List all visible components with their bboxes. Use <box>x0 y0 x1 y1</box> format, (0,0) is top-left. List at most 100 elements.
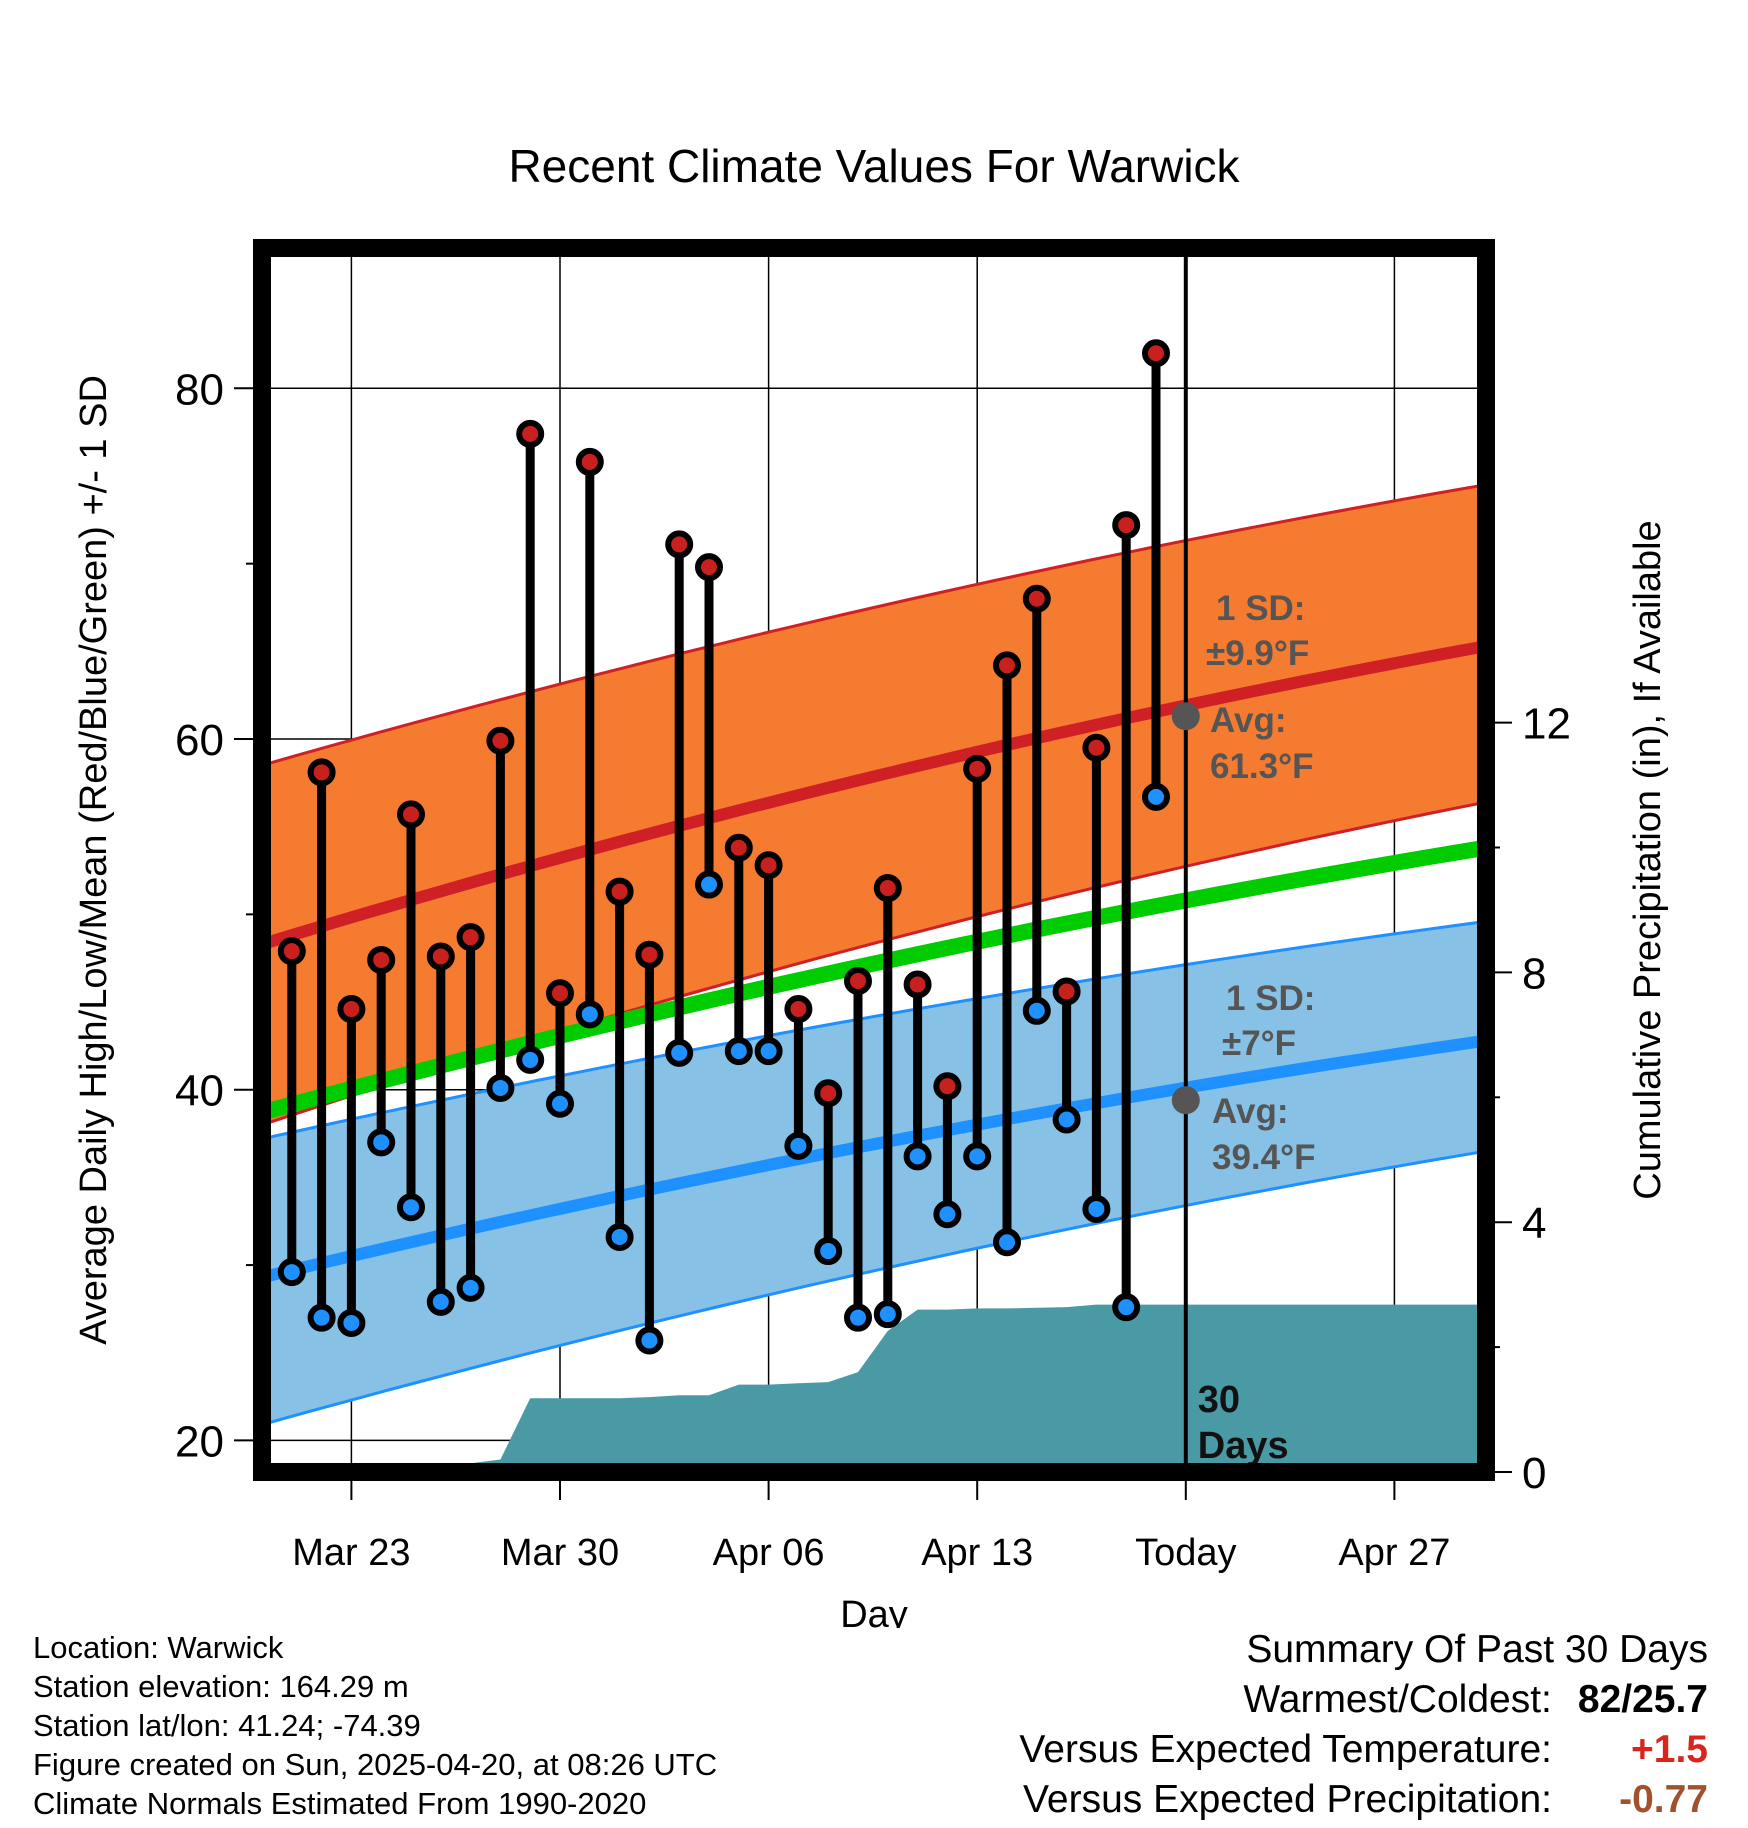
high-point-9 <box>516 419 545 448</box>
today-high-avg-marker <box>1171 702 1200 731</box>
high-point-11 <box>575 447 604 476</box>
high-point-24 <box>963 754 992 783</box>
low-point-7 <box>456 1273 485 1302</box>
high-point-17 <box>754 851 783 880</box>
chart-title: Recent Climate Values For Warwick <box>508 140 1240 192</box>
summary-temp-row: Versus Expected Temperature: +1.5 <box>808 1725 1708 1775</box>
low-point-2 <box>307 1303 336 1332</box>
high-point-19 <box>814 1079 843 1108</box>
normal-bands <box>259 483 1488 1427</box>
high-point-4 <box>367 945 396 974</box>
low-sd-value: ±7°F <box>1222 1024 1296 1063</box>
high-point-15 <box>695 553 723 582</box>
y-axis-label-left: Average Daily High/Low/Mean (Red/Blue/Gr… <box>73 375 115 1345</box>
low-point-23 <box>933 1200 962 1229</box>
low-point-4 <box>367 1128 396 1157</box>
y-right-tick-label-4: 4 <box>1522 1199 1546 1248</box>
high-normal-line <box>260 640 1488 950</box>
high-band-upper-edge <box>261 483 1487 767</box>
low-point-15 <box>695 870 723 899</box>
low-band-upper-edge <box>261 919 1487 1141</box>
low-avg-value: 39.4°F <box>1212 1138 1316 1177</box>
x-tick-label-1: Mar 30 <box>501 1532 619 1574</box>
precip-cumulative-area <box>232 1304 1487 1472</box>
low-point-21 <box>873 1300 902 1329</box>
low-point-13 <box>635 1326 664 1355</box>
low-point-27 <box>1052 1105 1081 1134</box>
normal-annotations: 1 SD: ±9.9°F Avg: 61.3°F 1 SD: ±7°F Avg: 39.4°F <box>1171 589 1316 1177</box>
low-point-5 <box>397 1193 425 1222</box>
low-point-25 <box>993 1228 1021 1257</box>
low-point-19 <box>814 1237 843 1266</box>
low-point-6 <box>426 1287 455 1316</box>
high-point-1 <box>277 937 306 966</box>
high-point-22 <box>903 970 932 999</box>
daily-stems <box>287 353 1161 1341</box>
info-created: Figure created on Sun, 2025-04-20, at 08… <box>33 1747 718 1782</box>
high-point-29 <box>1112 511 1141 540</box>
station-info: Location: Warwick Station elevation: 164… <box>33 1628 717 1823</box>
summary-warmest-value: 82/25.7 <box>1577 1678 1708 1721</box>
high-point-27 <box>1052 977 1081 1006</box>
climate-chart: Recent Climate Values For Warwick 30Days… <box>73 140 1669 1628</box>
summary-temp-label: Versus Expected Temperature: <box>1019 1728 1552 1771</box>
x-axis-label: Day <box>840 1594 908 1628</box>
high-point-7 <box>456 923 485 952</box>
today-label-1: Days <box>1198 1425 1289 1467</box>
high-point-28 <box>1082 733 1111 762</box>
high-point-21 <box>873 874 902 903</box>
low-point-29 <box>1112 1293 1141 1322</box>
low-point-3 <box>337 1308 366 1337</box>
y-right-tick-label-0: 0 <box>1522 1449 1546 1498</box>
today-label-0: 30 <box>1198 1379 1240 1421</box>
daily-markers <box>277 339 1170 1355</box>
summary-precip-label: Versus Expected Precipitation: <box>1023 1778 1552 1821</box>
high-point-25 <box>993 651 1021 680</box>
y-left-tick-label-80: 80 <box>175 365 224 414</box>
y-axis-label-right: Cumulative Precipitation (in), If Availa… <box>1627 520 1669 1199</box>
plot-frame <box>253 239 1495 1481</box>
high-point-8 <box>486 726 515 755</box>
y-left-tick-label-60: 60 <box>175 716 224 765</box>
high-point-23 <box>933 1072 962 1101</box>
high-sd-value: ±9.9°F <box>1206 634 1309 673</box>
summary-warmest-row: Warmest/Coldest: 82/25.7 <box>808 1675 1708 1725</box>
low-point-28 <box>1082 1194 1111 1223</box>
high-point-10 <box>546 979 574 1008</box>
low-point-26 <box>1022 996 1051 1025</box>
low-point-16 <box>724 1037 753 1066</box>
mean-normal-line <box>259 839 1488 1121</box>
x-tick-label-0: Mar 23 <box>292 1532 410 1574</box>
high-avg-label: Avg: <box>1210 701 1286 740</box>
low-normal-band <box>262 921 1486 1425</box>
low-point-30 <box>1142 782 1170 811</box>
low-band-lower-edge <box>261 1149 1487 1427</box>
high-point-13 <box>635 940 664 969</box>
low-point-12 <box>605 1223 634 1252</box>
low-point-18 <box>784 1131 813 1160</box>
low-point-17 <box>754 1037 783 1066</box>
low-sd-label: 1 SD: <box>1226 979 1315 1018</box>
low-point-22 <box>903 1142 932 1171</box>
high-point-30 <box>1142 339 1170 368</box>
high-normal-band <box>262 484 1486 1125</box>
low-point-9 <box>516 1045 545 1074</box>
summary-title: Summary Of Past 30 Days <box>1246 1628 1708 1671</box>
high-point-16 <box>724 833 753 862</box>
y-left-tick-label-40: 40 <box>175 1067 224 1116</box>
low-avg-label: Avg: <box>1212 1092 1288 1131</box>
info-normals: Climate Normals Estimated From 1990-2020 <box>33 1786 647 1821</box>
low-point-1 <box>277 1258 306 1287</box>
y-right-tick-label-12: 12 <box>1522 700 1571 749</box>
low-point-20 <box>844 1303 872 1332</box>
info-elevation: Station elevation: 164.29 m <box>33 1669 409 1704</box>
low-normal-line <box>260 1034 1487 1284</box>
summary-panel: Summary Of Past 30 Days Warmest/Coldest:… <box>808 1625 1708 1825</box>
low-point-10 <box>546 1089 574 1118</box>
high-point-18 <box>784 995 813 1024</box>
x-tick-label-4: Today <box>1135 1532 1236 1574</box>
summary-precip-row: Versus Expected Precipitation: -0.77 <box>808 1775 1708 1825</box>
summary-temp-value: +1.5 <box>1631 1728 1708 1771</box>
